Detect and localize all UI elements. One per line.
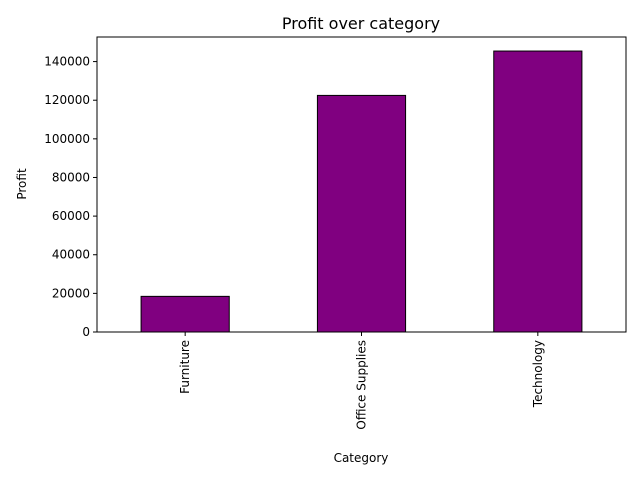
x-tick-label: Technology bbox=[531, 340, 545, 408]
plot-frame bbox=[96, 36, 627, 333]
y-tick-label: 40000 bbox=[52, 248, 90, 262]
chart-title: Profit over category bbox=[282, 14, 440, 33]
y-tick-label: 140000 bbox=[44, 55, 90, 69]
bar-technology bbox=[493, 50, 583, 333]
x-axis-label: Category bbox=[334, 451, 389, 465]
bars-group bbox=[140, 50, 583, 333]
y-tick-label: 20000 bbox=[52, 286, 90, 300]
x-tick-label: Office Supplies bbox=[355, 340, 369, 430]
y-tick-label: 120000 bbox=[44, 93, 90, 107]
x-axis-ticks: Furniture Office Supplies Technology bbox=[178, 332, 545, 430]
bar-furniture bbox=[140, 295, 230, 333]
y-axis-label: Profit bbox=[15, 168, 29, 200]
x-tick-label: Furniture bbox=[178, 340, 192, 394]
y-tick-label: 60000 bbox=[52, 209, 90, 223]
y-tick-label: 80000 bbox=[52, 170, 90, 184]
y-tick-label: 0 bbox=[82, 325, 90, 339]
y-axis-ticks: 0 20000 40000 60000 80000 100000 120000 140000 bbox=[44, 55, 97, 339]
y-tick-label: 100000 bbox=[44, 132, 90, 146]
bar-office-supplies bbox=[316, 94, 407, 333]
